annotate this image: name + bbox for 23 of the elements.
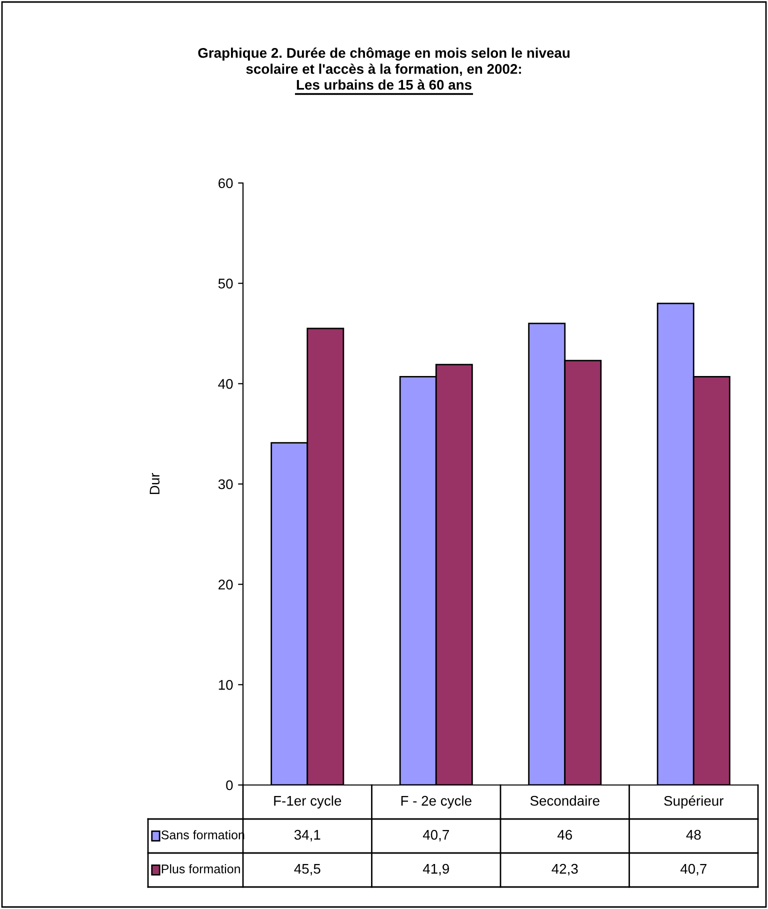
data-label: 46 xyxy=(557,830,572,840)
data-label: 41,9 xyxy=(422,864,449,876)
y-tick-label: 50 xyxy=(218,278,233,289)
data-label: 48 xyxy=(686,830,701,840)
data-label: 40,7 xyxy=(680,864,706,876)
chart-title: Graphique 2. Durée de chômage en mois selon le niveau scolaire et l'accès à la formation, en 2002: xyxy=(198,47,570,76)
y-axis-title: Dur xyxy=(150,473,160,494)
y-tick-label: 40 xyxy=(218,379,233,389)
y-tick-label: 30 xyxy=(218,479,233,490)
x-tick-label: F-1er cycle xyxy=(274,796,342,808)
x-tick-label: Supérieur xyxy=(664,795,724,809)
data-label: 40,7 xyxy=(422,830,449,842)
y-tick-label: 10 xyxy=(218,680,233,690)
y-tick-label: 20 xyxy=(218,580,233,590)
data-label: 42,3 xyxy=(552,864,578,876)
x-tick-label: F - 2e cycle xyxy=(401,796,472,808)
y-tick-label: 0 xyxy=(226,780,233,790)
data-label: 34,1 xyxy=(294,830,320,842)
data-label: 45,5 xyxy=(294,864,320,876)
chart-subtitle: Les urbains de 15 à 60 ans xyxy=(296,79,472,90)
legend-label: Plus formation xyxy=(162,864,240,874)
x-tick-label: Secondaire xyxy=(530,796,600,806)
y-tick-label: 60 xyxy=(218,178,233,188)
